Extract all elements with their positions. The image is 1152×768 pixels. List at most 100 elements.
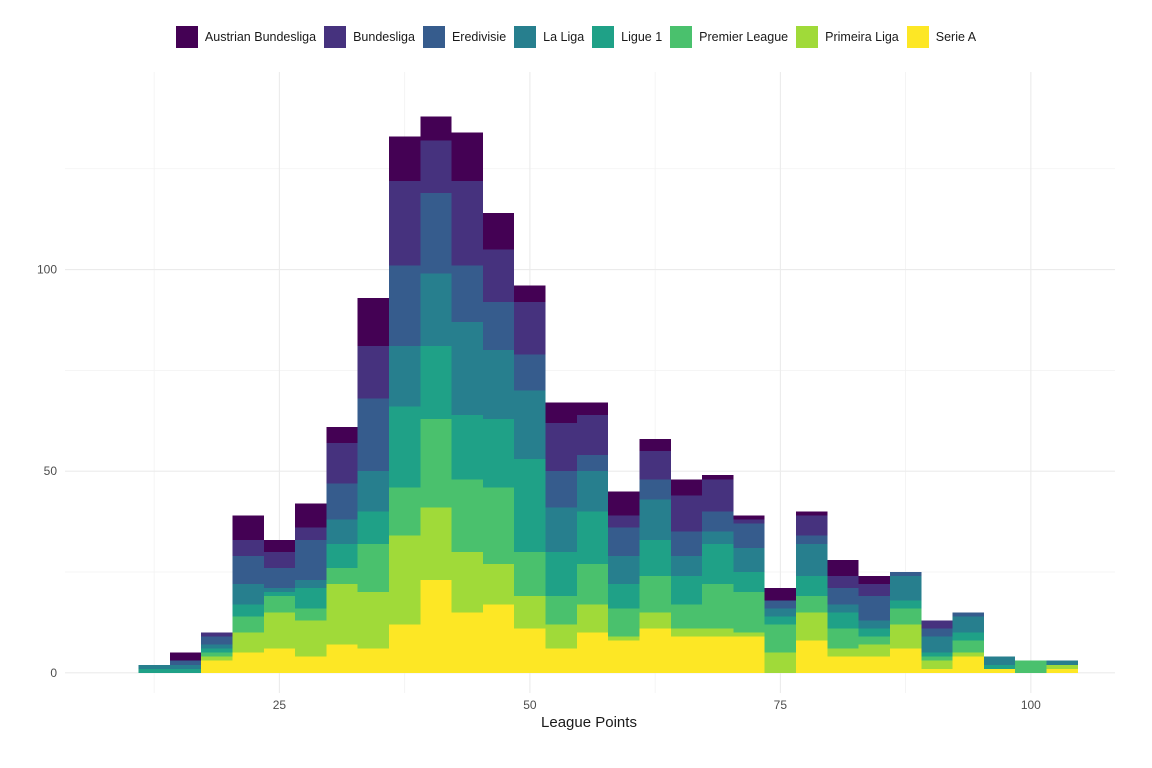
bar-segment	[702, 479, 734, 512]
bar-segment	[482, 213, 515, 250]
bar-segment	[326, 442, 358, 484]
bar-segment	[733, 515, 765, 520]
bar-segment	[576, 632, 609, 673]
bar-segment	[451, 265, 483, 323]
bar-segment	[702, 628, 734, 637]
legend-swatch	[670, 26, 693, 48]
bar-segment	[670, 636, 703, 673]
bar-segment	[827, 576, 859, 589]
bar-segment	[420, 418, 452, 508]
bar-segment	[827, 604, 859, 613]
bar-segment	[764, 624, 797, 653]
bar-segment	[201, 644, 233, 649]
bar-segment	[420, 507, 452, 581]
bar-segment	[482, 487, 515, 564]
bar-segment	[326, 584, 358, 645]
legend-swatch	[906, 26, 929, 48]
legend-swatch	[324, 26, 347, 48]
bar-segment	[420, 116, 452, 141]
legend-item: Premier League	[670, 26, 788, 48]
bar-segment	[201, 652, 233, 657]
legend-item: La Liga	[514, 26, 584, 48]
bar-segment	[796, 543, 828, 577]
bar-segment	[514, 390, 546, 460]
bar-segment	[858, 620, 890, 629]
legend-label: Bundesliga	[353, 30, 415, 44]
bar-segment	[608, 527, 640, 556]
bar-segment	[733, 592, 765, 633]
x-tick-label: 25	[273, 698, 287, 712]
bar-segment	[451, 132, 483, 181]
tick-labels: 0 50 100 25 50 75 100	[37, 263, 1041, 712]
bar-segment	[201, 632, 233, 637]
bar-segment	[263, 567, 296, 589]
bar-segment	[295, 620, 327, 657]
bar-segment	[295, 539, 327, 581]
bar-segment	[608, 491, 640, 516]
bar-segment	[639, 539, 671, 577]
bar-segment	[639, 451, 671, 480]
bar-segment	[702, 511, 734, 532]
legend-label: Eredivisie	[451, 30, 507, 44]
bar-segment	[639, 499, 671, 540]
bar-segment	[232, 584, 264, 605]
bar-segment	[670, 604, 703, 629]
bar-segment	[420, 580, 452, 673]
bar-segment	[702, 584, 734, 629]
x-tick-label: 100	[1021, 698, 1041, 712]
bar-segment	[796, 640, 828, 673]
bar-segment	[388, 265, 421, 347]
bar-segment	[169, 664, 202, 669]
bar-segment	[952, 640, 984, 653]
bar-segment	[576, 511, 609, 564]
bar-segment	[702, 543, 734, 585]
bar-segment	[889, 572, 922, 577]
legend-swatch	[592, 26, 615, 48]
bar-segment	[357, 648, 389, 673]
bar-segment	[357, 346, 389, 399]
bar-segment	[608, 608, 640, 637]
legend-label: La Liga	[543, 30, 585, 44]
bar-segment	[263, 648, 296, 673]
bar-segment	[545, 507, 577, 552]
bar-segment	[576, 414, 609, 456]
bar-segment	[326, 483, 358, 520]
bar-segment	[326, 567, 358, 585]
bar-segment	[952, 616, 984, 633]
bar-segment	[608, 636, 640, 641]
bar-segment	[263, 592, 296, 597]
bar-segment	[545, 551, 577, 597]
bar-segment	[295, 580, 327, 589]
bar-segment	[514, 459, 546, 552]
bar-segment	[827, 648, 859, 657]
bar-segment	[796, 576, 828, 597]
bar-segment	[451, 479, 483, 552]
bar-segment	[764, 652, 797, 673]
bar-segment	[138, 668, 170, 673]
bar-segment	[858, 636, 890, 645]
bar-segment	[357, 592, 389, 649]
bar-segment	[420, 273, 452, 347]
bar-segment	[482, 249, 515, 302]
bar-segment	[670, 555, 703, 577]
bar-segment	[827, 628, 859, 649]
bar-segment	[482, 301, 515, 351]
bar-segment	[1046, 664, 1078, 669]
bar-segment	[232, 539, 264, 556]
legend-item: Serie A	[906, 26, 977, 48]
legend-label: Ligue 1	[621, 30, 663, 44]
bar-segment	[639, 576, 671, 613]
bar-segment	[827, 612, 859, 629]
bar-segment	[921, 636, 953, 653]
bar-segment	[545, 471, 577, 508]
legend-label: Serie A	[935, 30, 977, 44]
bar-segment	[357, 511, 389, 544]
bar-segment	[326, 543, 358, 568]
bar-segment	[639, 612, 671, 629]
bar-segment	[576, 471, 609, 512]
bar-segment	[451, 180, 483, 266]
bar-segment	[608, 584, 640, 609]
bar-segment	[733, 523, 765, 548]
bar-segment	[451, 322, 483, 415]
bar-segment	[889, 608, 922, 625]
